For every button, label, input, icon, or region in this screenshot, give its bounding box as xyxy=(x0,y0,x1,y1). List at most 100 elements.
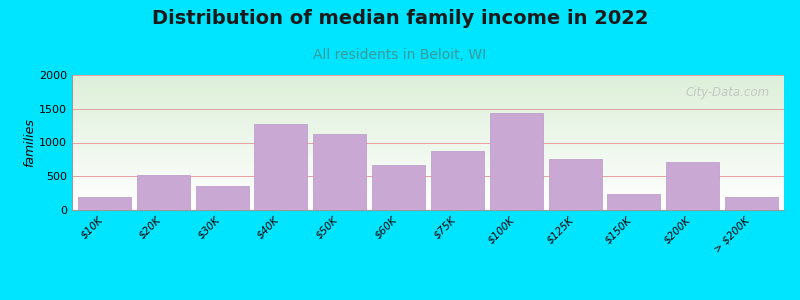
Bar xyxy=(72,131,784,132)
Bar xyxy=(72,102,784,103)
Bar xyxy=(72,178,784,179)
Bar xyxy=(72,83,784,84)
Bar xyxy=(72,95,784,96)
Bar xyxy=(72,106,784,107)
Bar xyxy=(72,186,784,187)
Bar xyxy=(72,169,784,170)
Bar xyxy=(490,113,542,210)
Bar xyxy=(254,124,307,210)
Bar xyxy=(72,201,784,202)
Bar xyxy=(72,99,784,100)
Bar xyxy=(72,120,784,121)
Bar xyxy=(72,98,784,99)
Bar xyxy=(72,134,784,135)
Bar xyxy=(72,200,784,201)
Bar xyxy=(72,149,784,150)
Bar xyxy=(72,139,784,140)
Bar xyxy=(72,151,784,152)
Bar xyxy=(72,89,784,90)
Bar xyxy=(72,156,784,157)
Bar xyxy=(72,129,784,130)
Bar xyxy=(72,107,784,108)
Bar xyxy=(72,76,784,77)
Bar xyxy=(72,77,784,78)
Bar xyxy=(72,203,784,204)
Bar xyxy=(431,151,484,210)
Bar xyxy=(72,143,784,144)
Bar xyxy=(72,181,784,182)
Bar xyxy=(137,175,190,210)
Bar xyxy=(72,111,784,112)
Bar xyxy=(72,190,784,191)
Bar xyxy=(72,196,784,197)
Bar xyxy=(72,119,784,120)
Bar xyxy=(72,197,784,198)
Bar xyxy=(72,116,784,117)
Bar xyxy=(72,78,784,79)
Bar xyxy=(72,198,784,199)
Bar xyxy=(72,91,784,92)
Bar xyxy=(72,82,784,83)
Bar xyxy=(72,140,784,141)
Bar xyxy=(72,137,784,138)
Bar xyxy=(549,159,602,210)
Bar xyxy=(72,180,784,181)
Bar xyxy=(666,162,719,210)
Bar xyxy=(72,128,784,129)
Bar xyxy=(72,113,784,114)
Bar xyxy=(72,79,784,80)
Bar xyxy=(72,189,784,190)
Text: All residents in Beloit, WI: All residents in Beloit, WI xyxy=(314,48,486,62)
Bar xyxy=(72,174,784,175)
Bar xyxy=(72,136,784,137)
Bar xyxy=(72,92,784,93)
Bar xyxy=(72,145,784,146)
Bar xyxy=(72,123,784,124)
Bar xyxy=(72,135,784,136)
Bar xyxy=(72,162,784,163)
Bar xyxy=(72,80,784,81)
Bar xyxy=(72,159,784,160)
Bar xyxy=(72,185,784,186)
Bar xyxy=(72,103,784,104)
Bar xyxy=(72,88,784,89)
Bar xyxy=(72,146,784,147)
Bar xyxy=(72,104,784,105)
Y-axis label: families: families xyxy=(23,118,36,167)
Bar xyxy=(72,117,784,118)
Text: City-Data.com: City-Data.com xyxy=(686,86,770,99)
Bar xyxy=(72,154,784,155)
Bar xyxy=(72,97,784,98)
Bar xyxy=(72,146,784,147)
Bar xyxy=(72,86,784,87)
Bar xyxy=(72,194,784,195)
Bar xyxy=(72,172,784,173)
Bar xyxy=(72,208,784,209)
Bar xyxy=(72,100,784,101)
Bar xyxy=(72,124,784,125)
Bar xyxy=(72,165,784,166)
Bar xyxy=(72,81,784,82)
Bar xyxy=(72,195,784,196)
Bar xyxy=(72,148,784,149)
Bar xyxy=(72,153,784,154)
Bar xyxy=(725,196,778,210)
Bar xyxy=(78,196,131,210)
Bar xyxy=(72,209,784,210)
Bar xyxy=(72,206,784,207)
Bar xyxy=(72,121,784,122)
Bar xyxy=(72,108,784,109)
Bar xyxy=(195,186,249,210)
Bar xyxy=(72,166,784,167)
Bar xyxy=(72,141,784,142)
Bar xyxy=(72,114,784,115)
Bar xyxy=(72,87,784,88)
Bar xyxy=(72,126,784,127)
Bar xyxy=(72,176,784,177)
Bar xyxy=(72,133,784,134)
Bar xyxy=(72,144,784,145)
Bar xyxy=(72,170,784,171)
Bar xyxy=(72,110,784,111)
Bar xyxy=(72,177,784,178)
Bar xyxy=(72,82,784,83)
